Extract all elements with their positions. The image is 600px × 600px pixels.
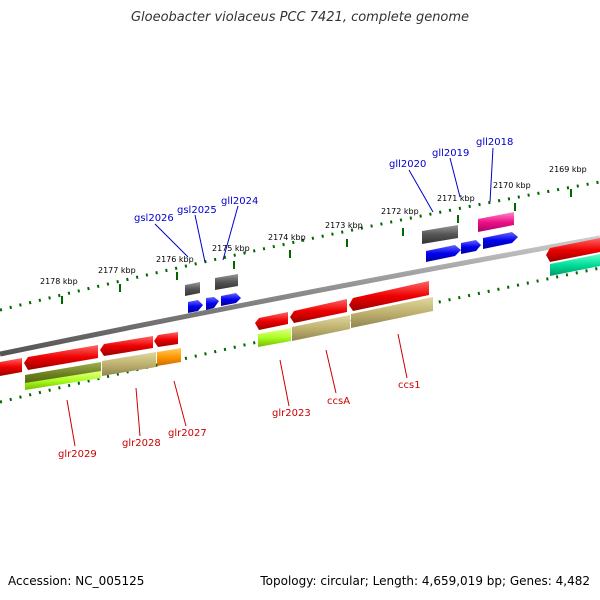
kbp-label: 2177 kbp (98, 266, 136, 275)
gene-label: gll2024 (221, 196, 258, 207)
kbp-label: 2173 kbp (325, 221, 363, 230)
gene-label: glr2023 (272, 408, 311, 419)
kbp-label: 2171 kbp (437, 194, 475, 203)
upper-leaders (154, 147, 494, 263)
gene-gll2020 (422, 225, 458, 244)
gene-blue (206, 297, 219, 310)
kbp-label: 2170 kbp (493, 181, 531, 190)
lower-leaders (66, 333, 408, 447)
topology-label: Topology: circular; Length: 4,659,019 bp… (260, 574, 590, 588)
gene-blue (221, 293, 241, 306)
gene-label: ccs1 (398, 380, 421, 391)
gene-blue (188, 300, 203, 313)
gene-tan (351, 297, 433, 328)
gene-label: gsl2025 (177, 205, 217, 216)
gene-teal (550, 254, 600, 276)
upper-tick-ruler (0, 180, 600, 312)
kbp-label: 2172 kbp (381, 207, 419, 216)
kbp-label: 2178 kbp (40, 277, 78, 286)
gene-red (0, 358, 22, 376)
gene-tan (292, 315, 350, 341)
genome-backbone (0, 235, 600, 357)
gene-gll2024 (215, 274, 238, 290)
gene-red (546, 238, 600, 262)
gene-gll2019 (461, 240, 481, 254)
gene-glr2028 (100, 336, 153, 356)
gene-blue (426, 245, 461, 262)
map-title: Gloeobacter violaceus PCC 7421, complete… (130, 10, 470, 25)
gene-blue (483, 232, 518, 249)
gene-label: gsl2026 (134, 213, 174, 224)
major-ticks (61, 189, 572, 304)
gene-glr2029 (24, 345, 98, 370)
gene-glr2027 (154, 332, 178, 347)
gene-label: gll2018 (476, 137, 513, 148)
gene-ccs1 (349, 281, 429, 311)
gene-gsl2026 (185, 282, 200, 296)
gene-label: gll2020 (389, 159, 426, 170)
gene-glr2023 (255, 312, 288, 330)
accession-label: Accession: NC_005125 (8, 574, 145, 588)
gene-orange (157, 348, 181, 366)
kbp-label: 2175 kbp (212, 244, 250, 253)
gene-ccsA (290, 299, 347, 323)
gene-lime (258, 328, 291, 347)
gene-lime (25, 371, 101, 390)
forward-genes (185, 212, 600, 313)
gene-label: glr2029 (58, 449, 97, 460)
kbp-label: 2169 kbp (549, 165, 587, 174)
gene-gll2018 (478, 212, 514, 232)
kbp-label: 2176 kbp (156, 255, 194, 264)
gene-label: gll2019 (432, 148, 469, 159)
gene-label: ccsA (327, 396, 350, 407)
reverse-genes (0, 281, 433, 390)
kbp-label: 2174 kbp (268, 233, 306, 242)
gene-tan (102, 352, 156, 376)
gene-label: glr2027 (168, 428, 207, 439)
gene-label: glr2028 (122, 438, 161, 449)
